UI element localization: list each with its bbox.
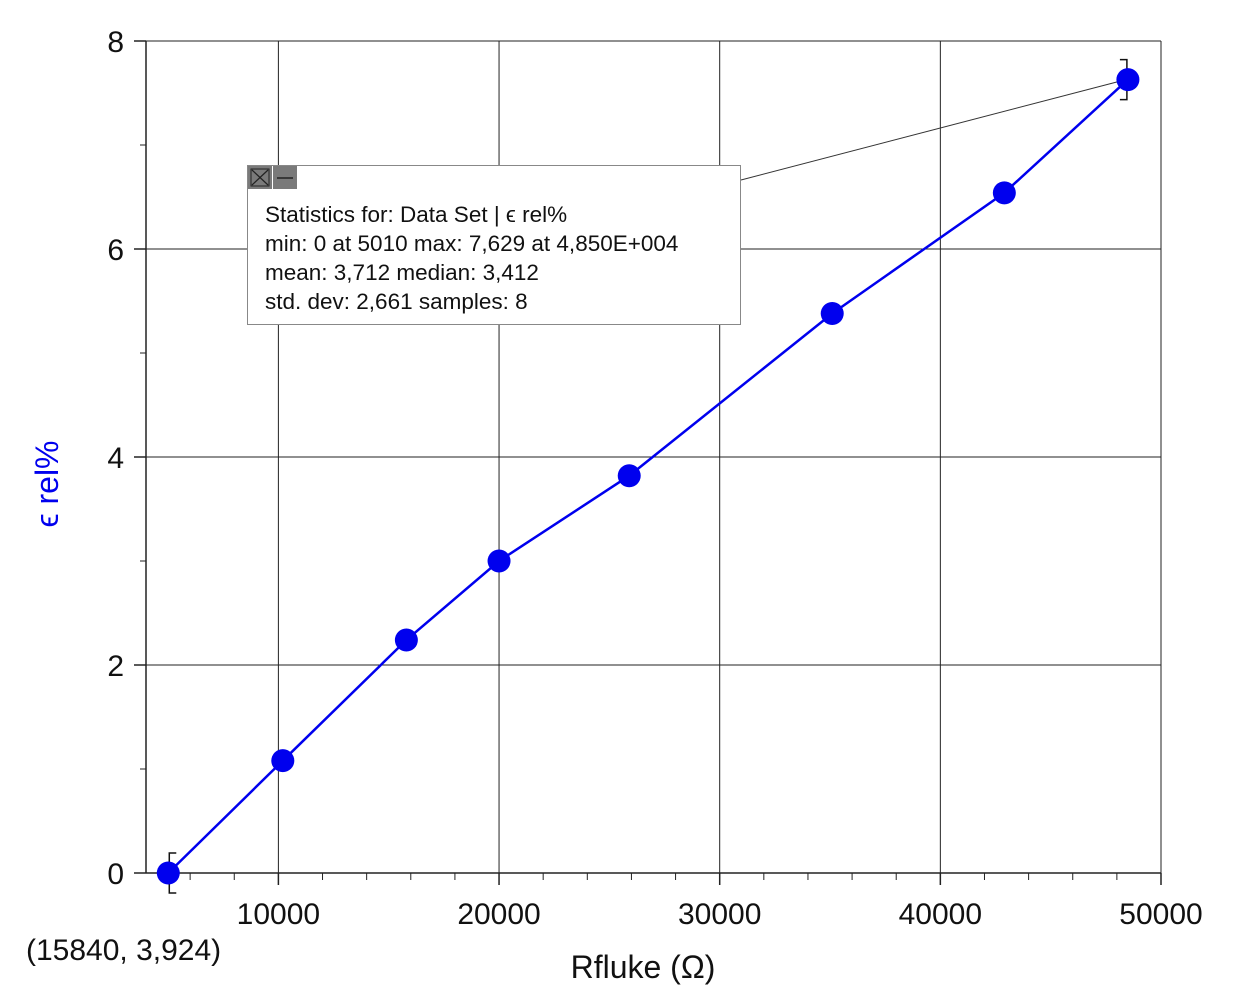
x-tick-label: 10000 xyxy=(237,898,320,931)
y-axis-label: ϵ rel% xyxy=(29,440,65,527)
data-point xyxy=(1116,68,1140,92)
minor-ticks xyxy=(140,144,1118,880)
close-icon[interactable] xyxy=(248,166,273,189)
stats-title: Statistics for: Data Set | ϵ rel% xyxy=(265,202,568,227)
stats-leader-line xyxy=(740,79,1127,181)
stats-text: Statistics for: Data Set | ϵ rel% min: 0… xyxy=(265,200,678,316)
statistics-panel[interactable]: Statistics for: Data Set | ϵ rel% min: 0… xyxy=(247,165,741,325)
stats-stddev-samples: std. dev: 2,661 samples: 8 xyxy=(265,289,528,314)
x-axis-label: Rfluke (Ω) xyxy=(571,949,716,985)
data-point xyxy=(394,628,418,652)
coordinate-readout: (15840, 3,924) xyxy=(26,934,222,967)
data-point xyxy=(487,549,511,573)
stats-controls xyxy=(248,166,298,190)
series-line xyxy=(167,78,1129,874)
data-point xyxy=(820,301,844,325)
data-point xyxy=(156,861,180,885)
x-tick-label: 40000 xyxy=(899,898,982,931)
x-tick-label: 30000 xyxy=(678,898,761,931)
stats-min-max: min: 0 at 5010 max: 7,629 at 4,850E+004 xyxy=(265,231,679,256)
y-tick-label: 0 xyxy=(107,858,124,891)
y-tick-label: 2 xyxy=(107,650,124,683)
minimize-icon[interactable] xyxy=(273,166,298,189)
y-tick-label: 4 xyxy=(107,442,124,475)
x-tick-label: 20000 xyxy=(457,898,540,931)
series-group xyxy=(156,68,1140,885)
chart-axes xyxy=(134,40,1162,885)
x-tick-label: 50000 xyxy=(1119,898,1202,931)
y-tick-label: 6 xyxy=(107,234,124,267)
data-point xyxy=(617,464,641,488)
y-tick-label: 8 xyxy=(107,26,124,59)
stats-mean-median: mean: 3,712 median: 3,412 xyxy=(265,260,539,285)
data-point xyxy=(271,749,295,773)
data-point xyxy=(992,181,1016,205)
tick-labels: 10000 20000 30000 40000 50000 0 2 4 6 8 xyxy=(107,26,1202,931)
